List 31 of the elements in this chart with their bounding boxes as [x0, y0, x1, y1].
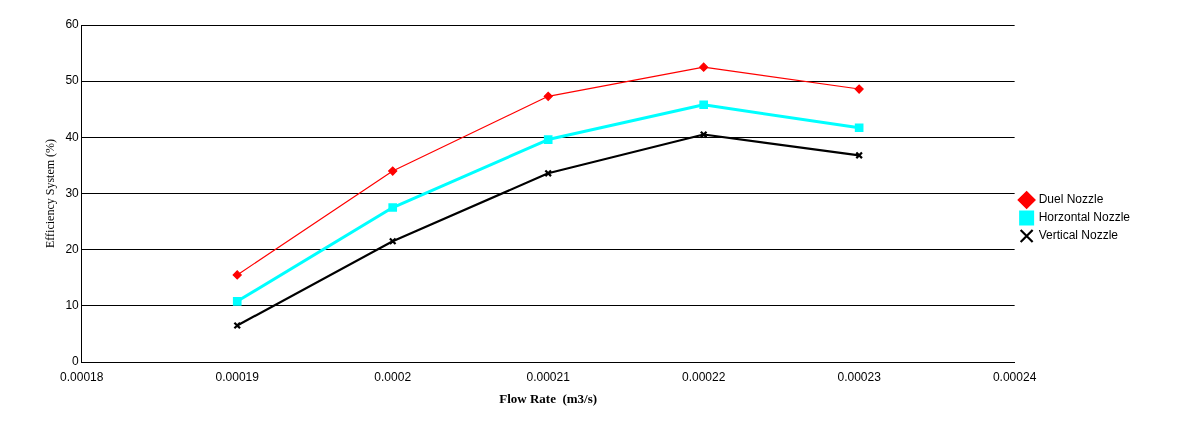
x-tick-label: 0.00024: [992, 369, 1037, 384]
y-tick-label: 20: [65, 241, 80, 256]
point: [232, 297, 242, 306]
y-tick-label: 50: [65, 73, 80, 88]
legend-label: Duel Nozzle: [1038, 192, 1104, 207]
x-tick-label: 0.0002: [374, 369, 412, 384]
point: [543, 91, 553, 101]
point: [854, 84, 864, 94]
y-tick-label: 10: [65, 298, 80, 313]
x-tick-label: 0.00021: [526, 369, 571, 384]
y-tick-label: 60: [65, 17, 80, 32]
legend-label: Vertical Nozzle: [1038, 228, 1119, 243]
point: [699, 62, 709, 72]
point: [699, 100, 708, 110]
legend-label: Horzontal Nozzle: [1038, 210, 1131, 225]
point: [388, 203, 398, 212]
x-tick-label: 0.00018: [60, 369, 104, 384]
point: [388, 166, 398, 176]
y-tick-label: 30: [65, 185, 80, 200]
y-axis-title: Efficiency System (%): [43, 138, 58, 249]
point: [388, 237, 397, 246]
point: [544, 169, 553, 178]
x-tick-label: 0.00022: [681, 369, 726, 384]
x-tick-label: 0.00019: [215, 369, 260, 384]
y-tick-label: 40: [65, 129, 80, 144]
x-tick-label: 0.00023: [837, 369, 882, 384]
point: [854, 123, 864, 133]
point: [543, 135, 553, 144]
point: [232, 270, 242, 280]
x-axis-title: Flow Rate (m3/s): [499, 390, 598, 406]
y-tick-label: 0: [72, 354, 80, 369]
